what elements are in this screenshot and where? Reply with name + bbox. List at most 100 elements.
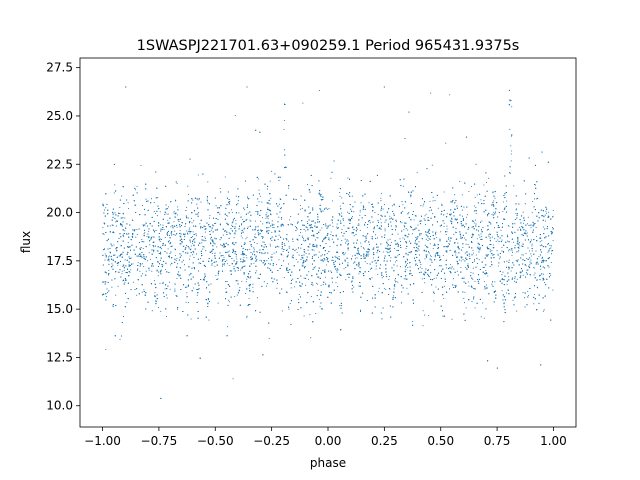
scatter-point (174, 230, 176, 232)
scatter-point (205, 250, 207, 252)
scatter-point (307, 249, 309, 251)
scatter-point (427, 247, 429, 249)
scatter-point (461, 194, 463, 196)
scatter-point (184, 236, 186, 238)
scatter-point (215, 222, 217, 224)
scatter-point (360, 246, 362, 248)
scatter-point (121, 273, 123, 275)
scatter-point (397, 255, 399, 257)
scatter-point (358, 273, 360, 275)
scatter-point (507, 224, 509, 226)
scatter-point (307, 239, 310, 241)
scatter-point (224, 281, 227, 283)
scatter-point (343, 268, 345, 270)
scatter-point (497, 226, 499, 229)
scatter-point (422, 205, 424, 207)
scatter-point (424, 282, 426, 284)
scatter-point (344, 260, 346, 262)
scatter-point (417, 224, 419, 226)
scatter-point (160, 310, 162, 313)
scatter-point (159, 251, 162, 253)
scatter-point (489, 244, 491, 246)
scatter-point (527, 290, 529, 292)
scatter-point (472, 272, 474, 274)
scatter-point (514, 278, 516, 280)
scatter-point (501, 239, 503, 241)
scatter-point (162, 224, 164, 226)
scatter-point (389, 215, 391, 217)
scatter-point (371, 236, 373, 238)
scatter-point (235, 195, 237, 197)
scatter-point (309, 225, 311, 227)
scatter-point (273, 224, 275, 226)
scatter-point (328, 239, 330, 241)
scatter-point (179, 253, 181, 255)
scatter-point (476, 238, 478, 240)
scatter-point (190, 318, 192, 320)
scatter-point (159, 240, 161, 243)
scatter-point (470, 185, 473, 188)
scatter-point (118, 271, 120, 273)
scatter-point (170, 246, 172, 248)
scatter-point (228, 264, 230, 267)
scatter-point (365, 251, 367, 253)
scatter-point (423, 203, 425, 205)
scatter-point (406, 262, 409, 265)
scatter-point (153, 201, 155, 204)
scatter-point (543, 309, 545, 311)
scatter-point (418, 245, 420, 247)
scatter-point (158, 307, 160, 309)
scatter-point (331, 200, 334, 202)
scatter-point (294, 286, 296, 288)
scatter-point (515, 209, 517, 211)
scatter-point (422, 325, 424, 327)
scatter-point (188, 229, 190, 231)
scatter-point (464, 291, 466, 293)
scatter-point (480, 316, 482, 318)
scatter-point (357, 224, 359, 226)
scatter-point (128, 232, 130, 234)
scatter-point (395, 225, 397, 227)
scatter-point (522, 211, 524, 213)
scatter-point (524, 297, 526, 299)
scatter-point (384, 230, 386, 232)
scatter-point (283, 149, 286, 151)
scatter-point (497, 265, 499, 267)
scatter-point (521, 269, 524, 271)
scatter-point (192, 254, 194, 256)
scatter-point (424, 215, 426, 217)
scatter-point (168, 240, 170, 242)
scatter-point (262, 223, 264, 225)
scatter-point (182, 259, 185, 261)
scatter-point (301, 236, 303, 239)
scatter-point (228, 232, 230, 234)
scatter-point (449, 94, 451, 96)
scatter-point (149, 244, 151, 246)
scatter-point (302, 263, 304, 265)
scatter-point (143, 289, 145, 291)
scatter-point (268, 337, 270, 340)
scatter-point (405, 278, 407, 280)
scatter-point (209, 238, 212, 240)
scatter-point (380, 197, 382, 199)
scatter-point (163, 213, 166, 216)
scatter-point (426, 254, 428, 256)
scatter-point (314, 266, 316, 268)
scatter-point (369, 222, 371, 224)
scatter-point (522, 274, 524, 276)
scatter-point (267, 207, 269, 209)
scatter-point (209, 215, 211, 217)
scatter-point (159, 282, 161, 284)
scatter-point (300, 247, 302, 249)
scatter-point (491, 236, 493, 238)
scatter-point (108, 260, 110, 262)
scatter-point (415, 249, 417, 251)
scatter-point (448, 243, 451, 246)
scatter-point (236, 294, 238, 296)
scatter-point (422, 310, 424, 312)
scatter-point (210, 229, 212, 231)
scatter-point (288, 246, 290, 248)
scatter-point (107, 259, 109, 261)
scatter-point (214, 237, 216, 239)
scatter-point (245, 281, 247, 283)
